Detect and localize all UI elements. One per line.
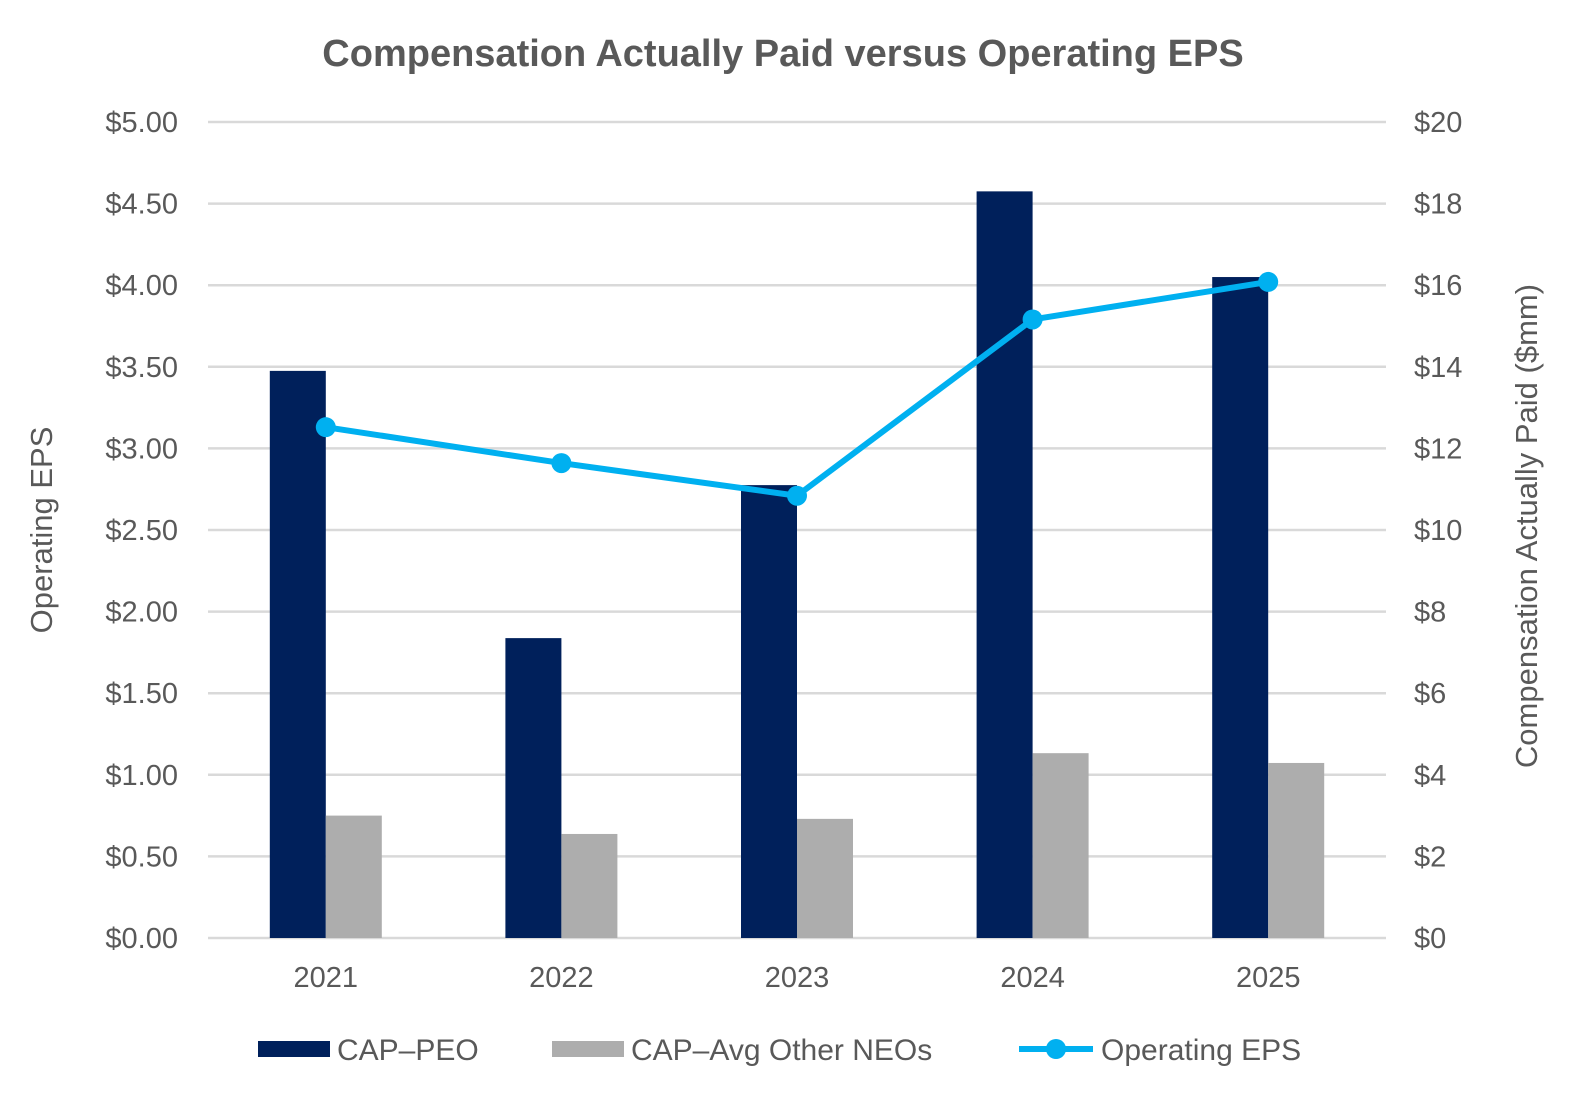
right-tick-label: $10 [1414,515,1462,547]
bar-cap-avg-other-neos [1268,762,1325,938]
eps-point [787,485,807,506]
legend-label-eps: Operating EPS [1101,1034,1301,1067]
right-tick-label: $14 [1414,352,1462,384]
bar-cap-avg-other-neos [1032,753,1089,938]
bars [269,191,1325,939]
left-tick-label: $0.00 [105,923,178,955]
legend-swatch-eps-marker [1046,1039,1066,1059]
bar-cap-peo [269,370,326,938]
legend-swatch-cap-avg [552,1041,624,1057]
left-tick-label: $1.00 [105,760,178,792]
right-tick-label: $4 [1414,760,1446,792]
right-tick-label: $0 [1414,923,1446,955]
right-tick-label: $18 [1414,189,1462,221]
left-axis-label: Operating EPS [24,427,59,634]
left-tick-label: $4.50 [105,189,178,221]
legend-label-cap-avg: CAP–Avg Other NEOs [631,1034,932,1067]
left-tick-label: $3.00 [105,433,178,465]
bar-cap-peo [1212,277,1269,938]
eps-point [1258,271,1279,292]
bar-cap-avg-other-neos [561,833,618,938]
bar-cap-peo [741,485,797,938]
left-tick-label: $0.50 [105,841,178,873]
x-tick-label: 2022 [529,962,594,994]
eps-line [315,271,1279,506]
bar-cap-peo [976,191,1033,939]
right-axis-ticks: $0 $2 $4 $6 $8 $10 $12 $14 $16 $18 $20 [1414,107,1462,955]
eps-line-path [325,278,1269,499]
right-tick-label: $8 [1414,597,1446,629]
x-tick-label: 2025 [1236,962,1301,994]
right-tick-label: $12 [1414,433,1462,465]
left-tick-label: $5.00 [105,107,178,139]
eps-point [1022,309,1043,330]
legend-label-cap-peo: CAP–PEO [337,1034,479,1067]
eps-point [551,453,572,474]
legend-swatch-cap-peo [258,1041,330,1057]
bar-cap-avg-other-neos [797,818,853,938]
left-tick-label: $2.00 [105,597,178,629]
left-tick-label: $4.00 [105,270,178,302]
bar-cap-peo [505,638,562,938]
right-axis-label: Compensation Actually Paid ($mm) [1509,284,1544,768]
x-axis-ticks: 2021 2022 2023 2024 2025 [294,962,1301,994]
left-tick-label: $1.50 [105,678,178,710]
right-tick-label: $20 [1414,107,1462,139]
left-tick-label: $3.50 [105,352,178,384]
x-tick-label: 2023 [765,962,830,994]
left-tick-label: $2.50 [105,515,178,547]
x-tick-label: 2021 [294,962,359,994]
right-tick-label: $16 [1414,270,1462,302]
chart-title: Compensation Actually Paid versus Operat… [322,33,1243,75]
left-axis-ticks: $0.00 $0.50 $1.00 $1.50 $2.00 $2.50 $3.00 $3.50… [105,107,178,955]
x-tick-label: 2024 [1000,962,1065,994]
eps-point [315,417,336,438]
bar-cap-avg-other-neos [325,815,382,938]
right-tick-label: $2 [1414,841,1446,873]
right-tick-label: $6 [1414,678,1446,710]
legend: CAP–PEO CAP–Avg Other NEOs Operating EPS [258,1034,1301,1067]
